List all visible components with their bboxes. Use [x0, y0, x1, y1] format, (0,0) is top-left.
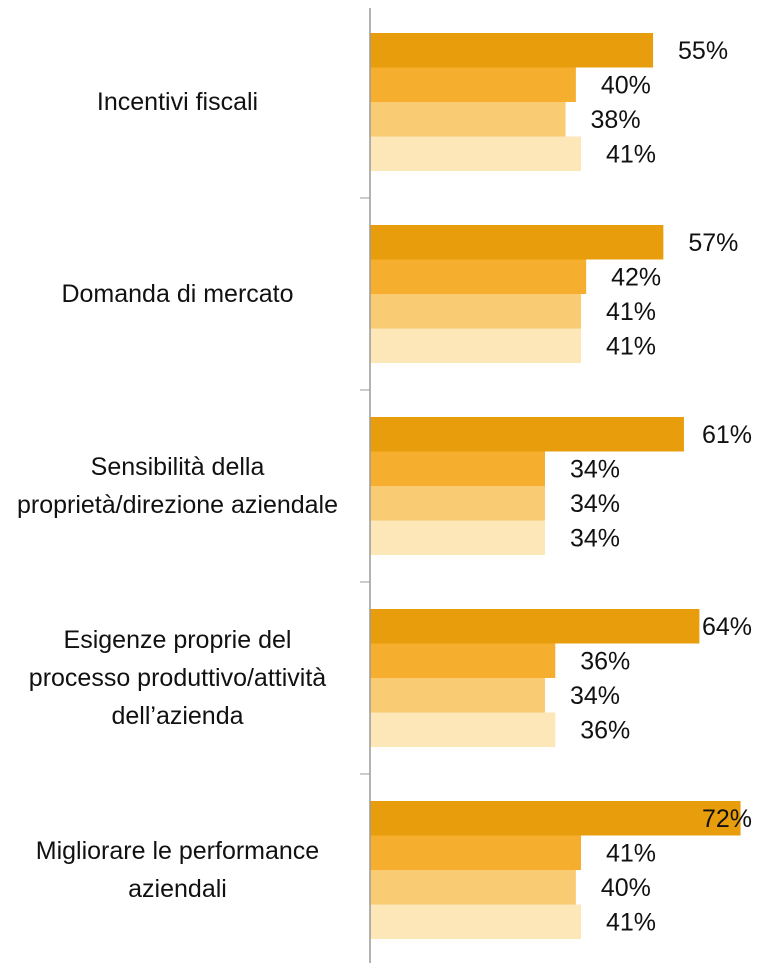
value-label: 41% [606, 332, 656, 360]
bar [370, 33, 654, 68]
bar [370, 609, 700, 644]
value-label: 41% [606, 908, 656, 936]
value-label: 41% [606, 298, 656, 326]
bar [370, 451, 545, 486]
value-label: 55% [678, 37, 728, 65]
value-label: 34% [570, 682, 620, 710]
bar [370, 294, 582, 329]
value-label: 36% [580, 716, 630, 744]
bar [370, 328, 582, 363]
value-label: 42% [611, 263, 661, 291]
value-label: 64% [702, 613, 752, 641]
category-label: Sensibilità della proprietà/direzione az… [16, 453, 339, 519]
category-label: Incentivi fiscali [96, 88, 259, 116]
value-label: 61% [702, 421, 752, 449]
value-label: 34% [570, 524, 620, 552]
bar [370, 520, 545, 555]
value-label: 36% [580, 647, 630, 675]
bar [370, 712, 556, 747]
value-label: 41% [606, 140, 656, 168]
value-label: 34% [570, 490, 620, 518]
value-label: 34% [570, 455, 620, 483]
value-label: 57% [688, 229, 738, 257]
bar [370, 417, 684, 452]
value-label: 40% [601, 71, 651, 99]
category-label: Domanda di mercato [61, 280, 294, 308]
bar [370, 136, 582, 171]
bar [370, 801, 741, 836]
bar [370, 835, 582, 870]
bar [370, 67, 576, 102]
value-label: 40% [601, 874, 651, 902]
bar [370, 259, 587, 294]
bar [370, 904, 582, 939]
value-label: 72% [702, 805, 752, 833]
bar [370, 102, 566, 137]
bar [370, 870, 576, 905]
value-label: 38% [591, 106, 641, 134]
bar [370, 643, 556, 678]
bar [370, 486, 545, 521]
value-label: 41% [606, 839, 656, 867]
category-label: Esigenze proprie del processo produttivo… [28, 626, 327, 730]
bar [370, 678, 545, 713]
bar [370, 225, 664, 260]
category-label: Migliorare le performance aziendali [35, 837, 320, 903]
